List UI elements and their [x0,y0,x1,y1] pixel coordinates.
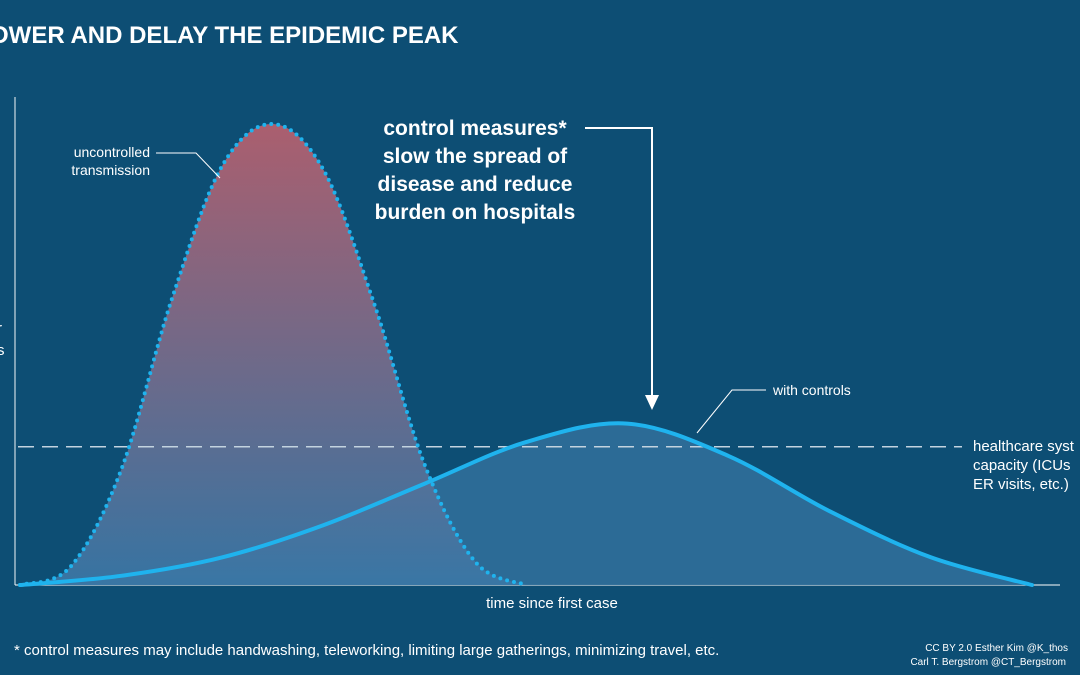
credit-line-2: Carl T. Bergstrom @CT_Bergstrom [910,657,1066,668]
credit-line-1: CC BY 2.0 Esther Kim @K_thos [925,643,1068,654]
uncontrolled-annotation: uncontrolled transmission [71,144,221,179]
capacity-label-line-3: ER visits, etc.) [973,476,1069,493]
control-measures-line-1: control measures* [383,117,567,140]
uncontrolled-leader-line [156,152,221,179]
control-measures-arrow-head [645,395,659,410]
uncontrolled-label-line-2: transmission [71,162,150,178]
control-measures-arrow-line [585,127,653,400]
uncontrolled-curve [18,121,528,587]
y-axis-label-fragment-2: s [0,342,5,359]
capacity-label-line-1: healthcare syst [973,438,1075,455]
with-controls-curve [18,421,1034,587]
capacity-label: healthcare syst capacity (ICUs ER visits… [973,438,1075,493]
with-controls-label: with controls [772,382,851,398]
control-measures-line-4: burden on hospitals [375,201,576,224]
uncontrolled-area [20,123,526,585]
control-measures-line-3: disease and reduce [378,173,573,196]
with-controls-annotation: with controls [696,382,851,434]
chart-title: OWER AND DELAY THE EPIDEMIC PEAK [0,22,459,49]
control-measures-annotation: control measures* slow the spread of dis… [375,117,659,410]
uncontrolled-label-line-1: uncontrolled [74,144,150,160]
control-measures-line-2: slow the spread of [383,145,568,168]
capacity-label-line-2: capacity (ICUs [973,457,1071,474]
with-controls-leader-line [696,389,766,434]
y-axis-label-fragment-1: r [0,320,2,337]
xlabel: time since first case [486,595,618,612]
footnote: * control measures may include handwashi… [14,642,719,659]
